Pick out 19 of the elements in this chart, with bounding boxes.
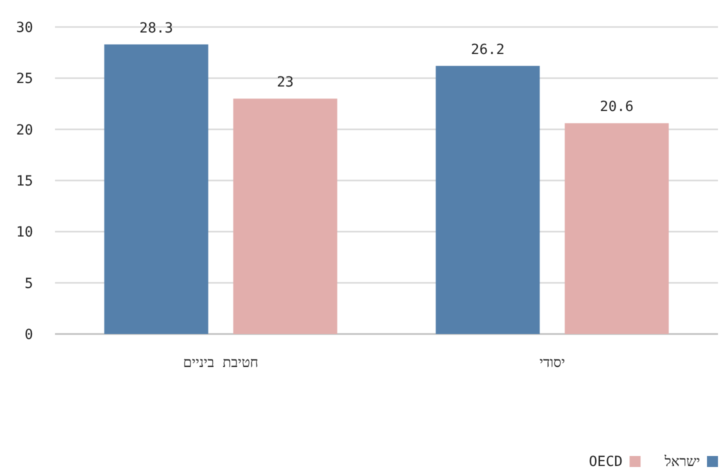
bar [233, 98, 338, 334]
y-tick-label: 10 [16, 224, 33, 241]
y-tick-label: 0 [24, 327, 33, 343]
data-label: 20.6 [600, 99, 634, 116]
data-label: 26.2 [470, 42, 505, 58]
bar [436, 66, 540, 334]
y-tick-label: 30 [16, 20, 33, 36]
y-tick-label: 15 [16, 174, 33, 190]
data-label: 23 [276, 74, 294, 91]
y-tick-label: 5 [24, 276, 33, 292]
legend-label: OECD [588, 454, 623, 470]
y-tick-label: 25 [16, 71, 33, 88]
legend-label: ישראל [664, 454, 700, 470]
y-tick-label: 20 [16, 122, 33, 138]
bar [564, 123, 669, 334]
x-tick-label: יסודי [539, 355, 566, 371]
bar [104, 44, 208, 334]
data-label: 28.3 [139, 20, 174, 36]
x-tick-label: חטיבת ביניים [183, 355, 258, 371]
